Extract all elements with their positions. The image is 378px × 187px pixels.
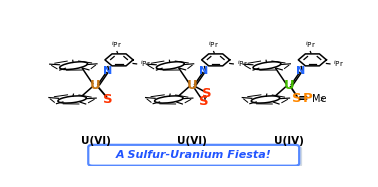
Text: U(VI): U(VI)	[177, 136, 207, 146]
Text: U: U	[284, 79, 294, 92]
Text: U(VI): U(VI)	[81, 136, 110, 146]
Ellipse shape	[156, 62, 184, 70]
Text: A Sulfur-Uranium Fiesta!: A Sulfur-Uranium Fiesta!	[116, 150, 272, 160]
Text: U(IV): U(IV)	[274, 136, 304, 146]
FancyBboxPatch shape	[91, 146, 302, 167]
Text: N: N	[199, 66, 209, 76]
Ellipse shape	[155, 96, 183, 103]
Text: $^i$Pr: $^i$Pr	[333, 59, 344, 70]
Text: $^i$Pr: $^i$Pr	[305, 39, 316, 50]
Text: S: S	[292, 92, 302, 105]
Text: $^i$Pr: $^i$Pr	[237, 59, 248, 70]
Text: Me: Me	[312, 94, 327, 104]
Ellipse shape	[58, 96, 87, 103]
FancyBboxPatch shape	[88, 145, 299, 166]
Text: $^i$Pr: $^i$Pr	[140, 59, 151, 70]
Text: $_3$: $_3$	[319, 95, 325, 104]
Text: S: S	[198, 95, 208, 108]
Text: P: P	[302, 92, 312, 105]
Text: S: S	[201, 87, 211, 100]
Text: S: S	[103, 93, 113, 106]
Ellipse shape	[60, 62, 88, 70]
Text: =: =	[298, 92, 308, 105]
Text: N: N	[296, 66, 305, 76]
Ellipse shape	[253, 62, 281, 70]
Text: N: N	[103, 66, 112, 76]
Text: U: U	[187, 79, 198, 92]
Text: $^i$Pr: $^i$Pr	[111, 39, 122, 50]
Text: U: U	[90, 79, 101, 92]
Ellipse shape	[251, 96, 280, 103]
Text: $^i$Pr: $^i$Pr	[208, 39, 219, 50]
